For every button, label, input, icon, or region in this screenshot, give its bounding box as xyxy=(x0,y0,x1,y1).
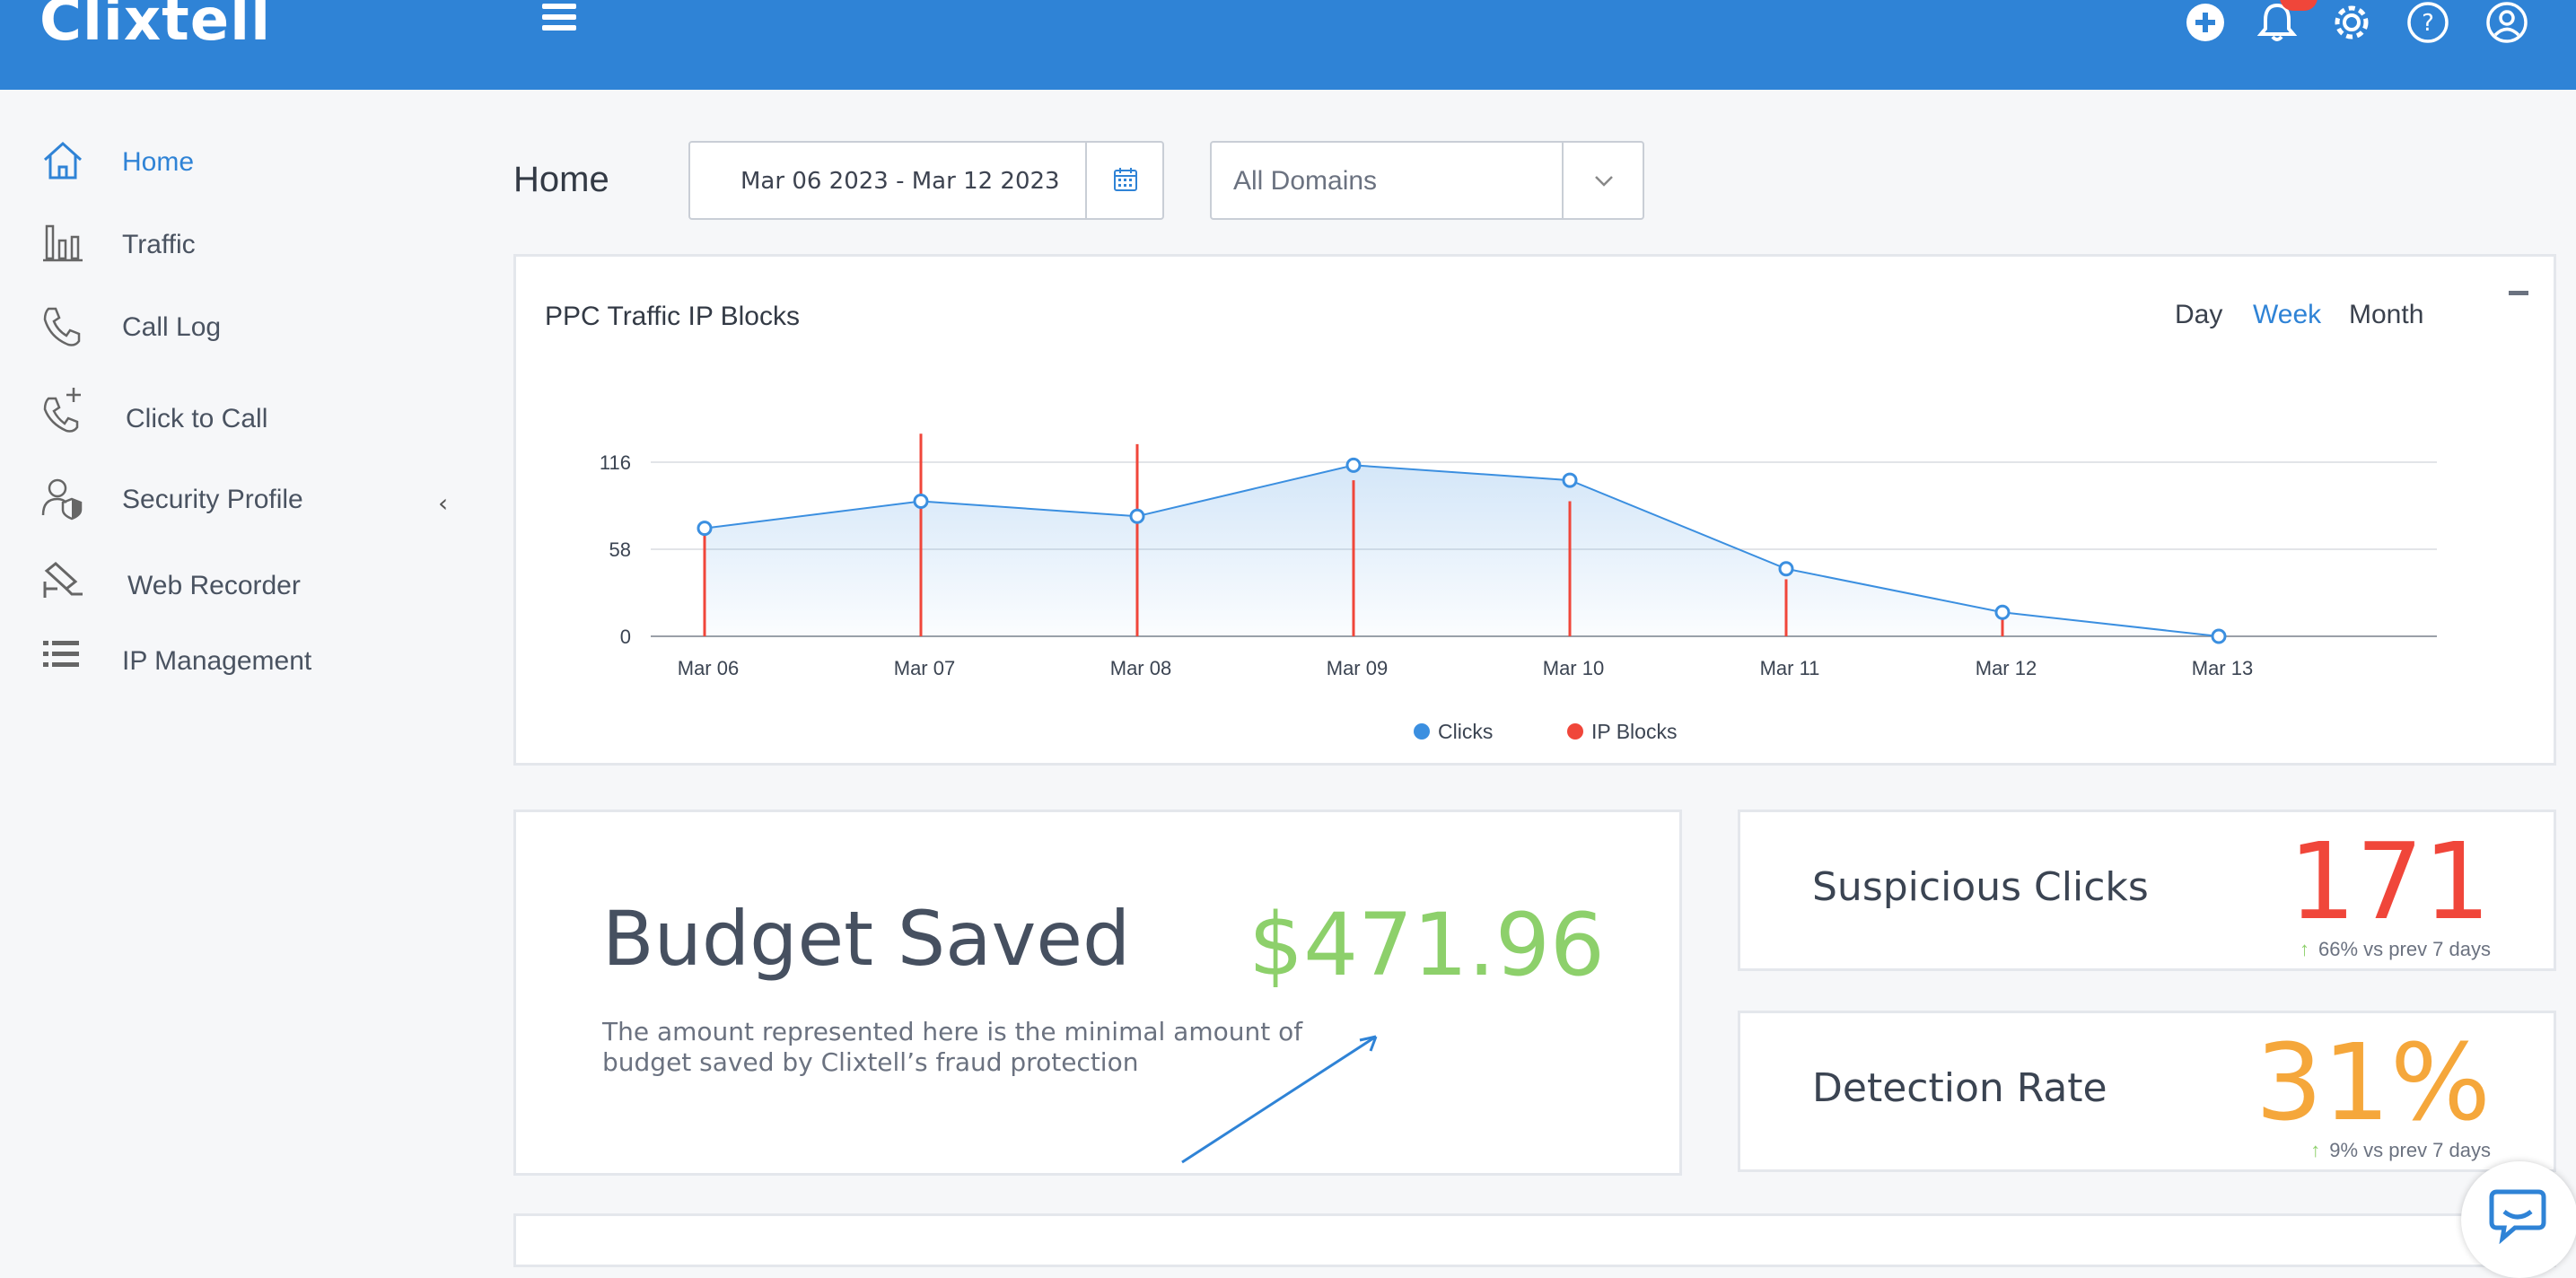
stat-change-text: 66% vs prev 7 days xyxy=(2318,938,2491,960)
arrow-up-icon: ↑ xyxy=(2300,938,2310,960)
budget-description: The amount represented here is the minim… xyxy=(602,1017,1303,1077)
sidebar-item-web-recorder[interactable]: Web Recorder xyxy=(39,556,461,610)
x-tick-label: Mar 07 xyxy=(894,657,955,679)
y-tick-label: 116 xyxy=(600,451,631,474)
page-title: Home xyxy=(513,160,609,199)
tab-week[interactable]: Week xyxy=(2253,300,2322,329)
date-range-text[interactable]: Mar 06 2023 - Mar 12 2023 xyxy=(740,168,1060,195)
legend-clicks-label[interactable]: Clicks xyxy=(1438,720,1493,743)
legend-ip-blocks-swatch xyxy=(1567,723,1583,740)
chevron-down-icon xyxy=(1595,176,1613,187)
clicks-point[interactable] xyxy=(1562,472,1578,488)
detection-rate-card: Detection Rate 31% ↑ 9% vs prev 7 days xyxy=(1738,1011,2556,1172)
bottom-card xyxy=(513,1213,2556,1267)
sidebar-item-call-log[interactable]: Call Log xyxy=(39,303,461,357)
stat-label: Suspicious Clicks xyxy=(1812,864,2149,910)
sidebar-item-label: Home xyxy=(122,147,195,177)
top-bar: Clixtell ? xyxy=(0,0,2576,90)
sidebar-item-traffic[interactable]: Traffic xyxy=(39,221,461,275)
sidebar-item-label: IP Management xyxy=(122,646,312,676)
legend-ip-blocks-label[interactable]: IP Blocks xyxy=(1591,720,1677,743)
budget-title: Budget Saved xyxy=(602,895,1131,983)
clicks-point[interactable] xyxy=(697,521,713,537)
clicks-point[interactable] xyxy=(1994,604,2011,620)
arrow-up-icon: ↑ xyxy=(2310,1139,2321,1161)
phone-icon xyxy=(39,303,86,350)
chevron-left-icon[interactable]: ‹ xyxy=(438,488,449,518)
sidebar-item-label: Security Profile xyxy=(122,485,303,514)
stat-value: 171 xyxy=(2288,819,2491,943)
calendar-button[interactable] xyxy=(1085,143,1162,218)
svg-text:?: ? xyxy=(2422,10,2434,37)
clicks-point[interactable] xyxy=(1129,508,1145,524)
sidebar-item-label: Click to Call xyxy=(126,404,268,433)
clicks-point[interactable] xyxy=(1778,561,1794,577)
user-shield-icon xyxy=(39,476,86,522)
sidebar-item-label: Traffic xyxy=(122,230,196,259)
app-logo[interactable]: Clixtell xyxy=(39,0,271,54)
date-range-picker[interactable]: Mar 06 2023 - Mar 12 2023 xyxy=(688,141,1164,220)
domain-select-value[interactable]: All Domains xyxy=(1233,166,1378,196)
chat-icon xyxy=(2489,1189,2546,1244)
x-tick-label: Mar 13 xyxy=(2192,657,2253,679)
budget-value: $471.96 xyxy=(1249,895,1605,995)
phone-plus-icon xyxy=(39,386,86,433)
collapse-button[interactable] xyxy=(2509,291,2528,295)
x-tick-label: Mar 12 xyxy=(1976,657,2037,679)
stat-change: ↑ 9% vs prev 7 days xyxy=(2310,1139,2491,1162)
budget-saved-card: Budget Saved $471.96 The amount represen… xyxy=(513,810,1682,1176)
bar-chart-icon xyxy=(39,221,86,267)
chart-card: PPC Traffic IP Blocks Day Week Month 0 58… xyxy=(513,254,2556,766)
sidebar-item-label: Call Log xyxy=(122,312,222,342)
domain-dropdown-toggle[interactable] xyxy=(1562,143,1643,218)
x-tick-label: Mar 06 xyxy=(678,657,739,679)
sidebar-item-home[interactable]: Home xyxy=(39,138,461,192)
x-tick-label: Mar 09 xyxy=(1327,657,1388,679)
domain-select[interactable]: All Domains xyxy=(1210,141,1644,220)
chart-title: PPC Traffic IP Blocks xyxy=(545,302,800,331)
clicks-point[interactable] xyxy=(2211,628,2227,644)
traffic-chart: 0 58 116 Mar 06 Mar 07 Mar 08 Mar 09 Mar 10 Mar… xyxy=(600,433,2437,743)
stat-label: Detection Rate xyxy=(1812,1065,2107,1111)
calendar-icon xyxy=(1114,168,1137,191)
tab-day[interactable]: Day xyxy=(2175,300,2223,329)
x-tick-label: Mar 10 xyxy=(1543,657,1604,679)
sidebar-item-label: Web Recorder xyxy=(127,571,301,600)
stat-change: ↑ 66% vs prev 7 days xyxy=(2300,938,2491,961)
y-tick-label: 58 xyxy=(609,538,631,561)
stat-change-text: 9% vs prev 7 days xyxy=(2329,1139,2491,1161)
list-icon xyxy=(39,634,86,680)
clicks-point[interactable] xyxy=(913,493,929,509)
clicks-point[interactable] xyxy=(1345,457,1362,473)
arrow-icon xyxy=(1181,1035,1378,1164)
notification-badge xyxy=(2280,0,2318,11)
legend-clicks-swatch xyxy=(1414,723,1430,740)
chat-button[interactable] xyxy=(2461,1161,2576,1278)
menu-toggle-button[interactable] xyxy=(542,4,576,32)
help-icon[interactable]: ? xyxy=(2405,0,2450,45)
x-tick-label: Mar 08 xyxy=(1110,657,1171,679)
clicks-area xyxy=(705,465,2219,636)
sidebar-item-click-to-call[interactable]: Click to Call xyxy=(39,386,461,440)
x-tick-label: Mar 11 xyxy=(1760,657,1820,679)
user-icon[interactable] xyxy=(2484,0,2529,45)
sidebar-item-ip-management[interactable]: IP Management xyxy=(39,634,461,687)
suspicious-clicks-card: Suspicious Clicks 171 ↑ 66% vs prev 7 day… xyxy=(1738,810,2556,971)
plus-circle-icon[interactable] xyxy=(2183,0,2228,45)
stat-value: 31% xyxy=(2255,1020,2491,1144)
gear-icon[interactable] xyxy=(2329,0,2374,45)
clicks-line xyxy=(704,464,2220,637)
home-icon xyxy=(39,138,86,185)
sidebar-item-security-profile[interactable]: Security Profile ‹ xyxy=(39,476,461,530)
camera-icon xyxy=(39,556,86,603)
y-tick-label: 0 xyxy=(620,626,631,648)
tab-month[interactable]: Month xyxy=(2349,300,2424,329)
sidebar: Home Traffic Call Log Click to Call Secu… xyxy=(0,90,485,1247)
